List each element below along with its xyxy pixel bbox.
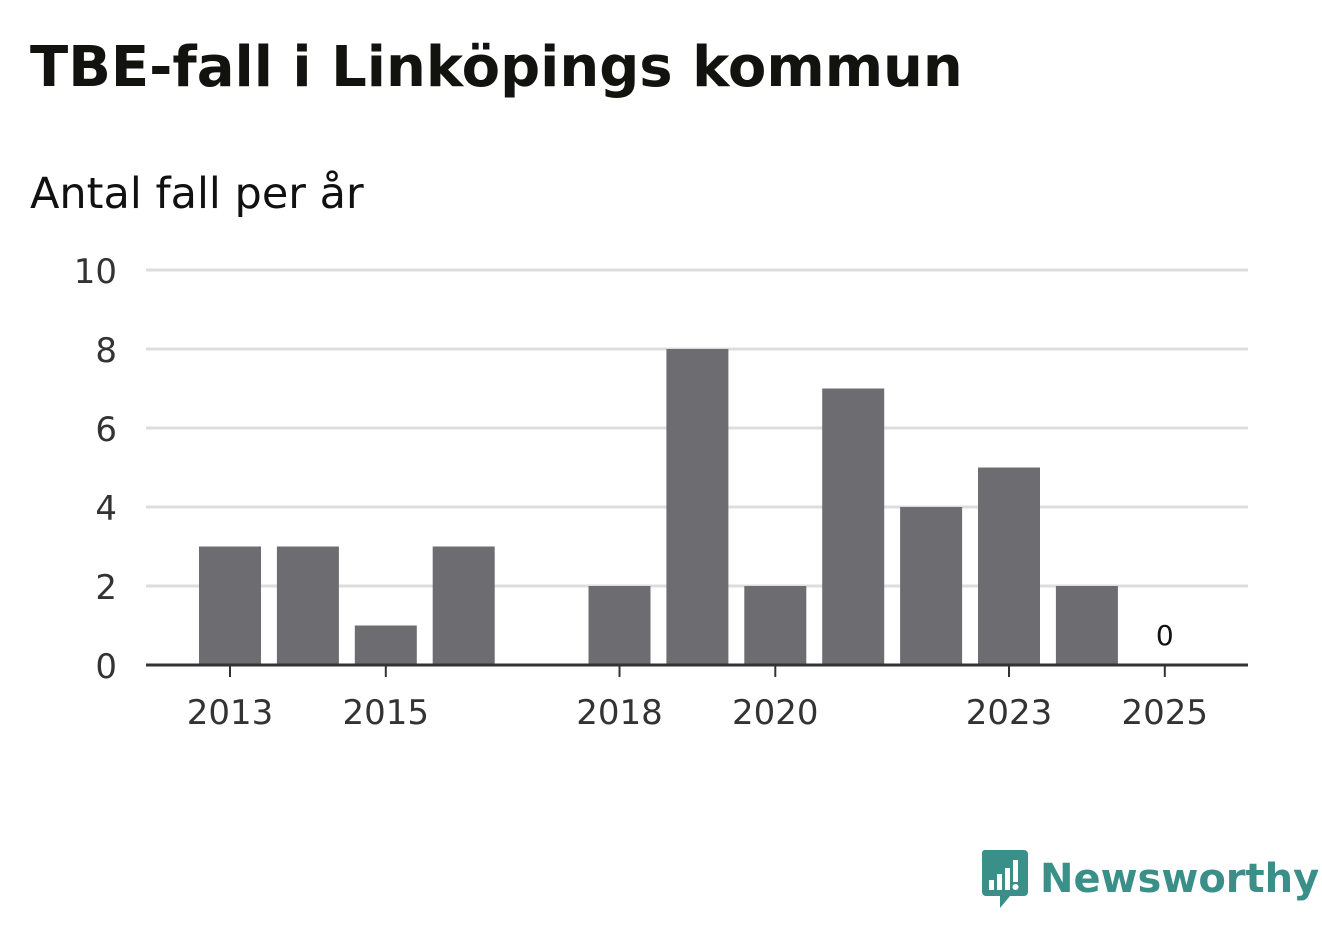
- chart-subtitle: Antal fall per år: [30, 169, 364, 219]
- bar-2022: [900, 507, 963, 665]
- bar-2024: [1055, 586, 1118, 665]
- bar-2013: [199, 546, 261, 665]
- x-tick-label: 2015: [343, 693, 430, 733]
- bar-2018: [588, 586, 651, 665]
- x-axis: [146, 663, 1248, 677]
- newsworthy-logo-icon: [981, 850, 1028, 908]
- tick-labels: 0 2 4 6 8 10 2013 2015 2018 2020 2023 2025 0: [74, 252, 1208, 733]
- x-tick-label: 2025: [1122, 693, 1209, 733]
- y-tick-label: 2: [95, 568, 117, 608]
- data-label: 0: [1156, 619, 1174, 652]
- bar-2021: [822, 388, 885, 665]
- brand-name: Newsworthy: [1040, 856, 1320, 902]
- bar-2015: [354, 625, 417, 665]
- chart-title: TBE-fall i Linköpings kommun: [30, 35, 963, 100]
- y-tick-label: 0: [95, 647, 117, 687]
- x-tick-label: 2018: [576, 693, 663, 733]
- bar-2023: [978, 467, 1040, 665]
- x-tick-label: 2013: [187, 693, 274, 733]
- bar-2019: [666, 349, 729, 665]
- bar-chart: 0 2 4 6 8 10 2013 2015 2018 2020 2023 2025 0: [74, 252, 1248, 733]
- bar-2016: [432, 546, 495, 665]
- y-tick-label: 8: [95, 331, 117, 371]
- newsworthy-logo: Newsworthy: [980, 848, 1319, 910]
- bars: [199, 349, 1118, 665]
- x-tick-label: 2023: [966, 693, 1053, 733]
- bar-2020: [744, 586, 807, 665]
- bar-2014: [276, 546, 339, 665]
- x-tick-label: 2020: [732, 693, 819, 733]
- y-tick-label: 10: [74, 252, 117, 292]
- y-tick-label: 4: [95, 489, 117, 529]
- y-tick-label: 6: [95, 410, 117, 450]
